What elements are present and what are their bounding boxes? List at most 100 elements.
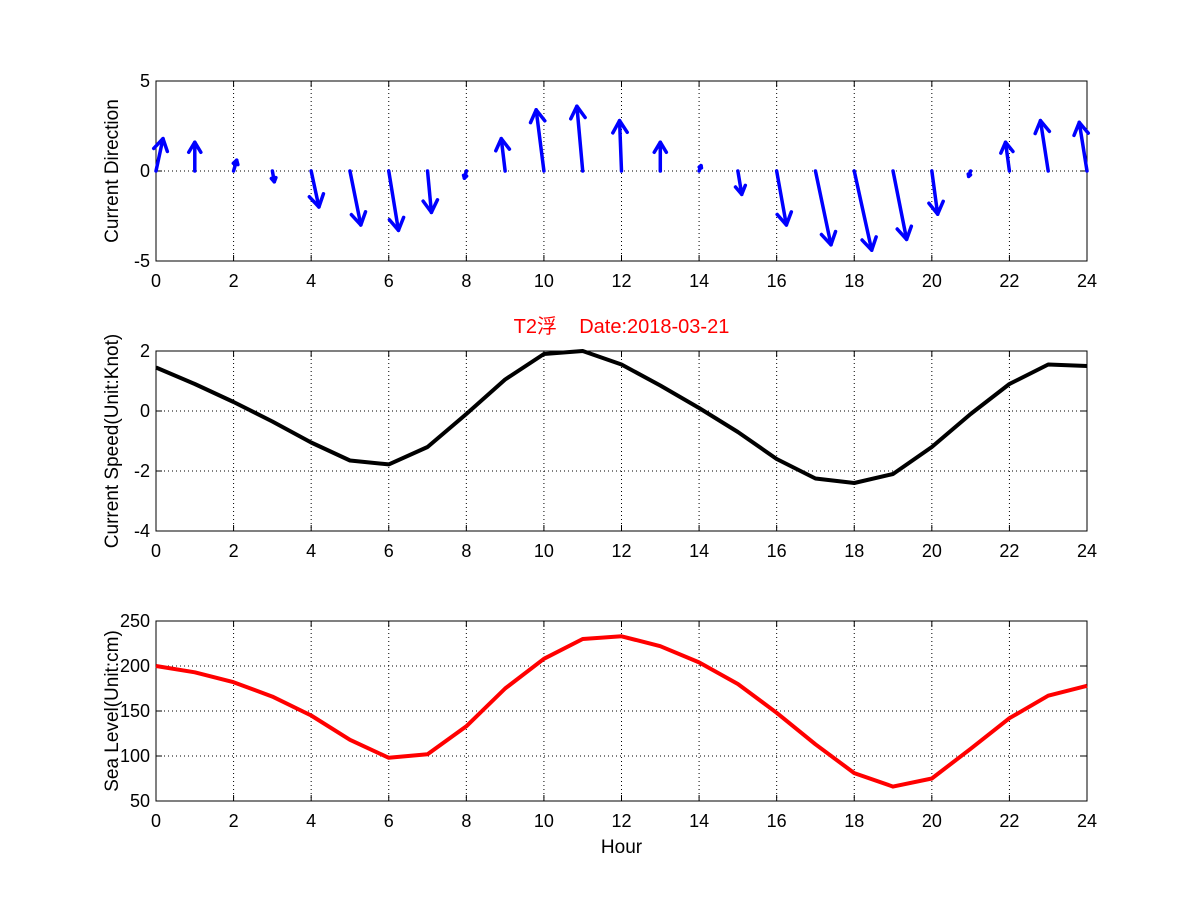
x-tick-label: 10	[534, 271, 554, 291]
y-tick-label: -5	[134, 251, 150, 271]
x-tick-label: 2	[229, 811, 239, 831]
direction-arrow	[1072, 120, 1090, 173]
arrow-shaft	[575, 104, 585, 173]
direction-arrow	[387, 169, 406, 233]
x-tick-label: 22	[999, 271, 1019, 291]
x-tick-label: 10	[534, 541, 554, 561]
x-tick-label: 18	[844, 541, 864, 561]
arrow-shaft	[387, 169, 401, 233]
direction-arrow	[852, 169, 878, 252]
x-tick-label: 6	[384, 541, 394, 561]
y-tick-label: 5	[140, 71, 150, 91]
y-tick-label: 250	[120, 611, 150, 631]
arrow-head	[269, 175, 278, 184]
arrow-head	[775, 210, 794, 227]
arrow-head	[697, 163, 704, 170]
x-tick-label: 22	[999, 811, 1019, 831]
direction-arrow	[1033, 118, 1052, 173]
x-tick-label: 18	[844, 811, 864, 831]
arrow-head	[186, 140, 203, 155]
x-tick-label: 16	[767, 541, 787, 561]
x-tick-label: 8	[461, 811, 471, 831]
y-tick-label: 0	[140, 161, 150, 181]
y-axis-label: Sea Level(Unit:cm)	[102, 630, 123, 792]
arrow-shaft	[774, 169, 789, 227]
arrow-shaft	[1038, 118, 1050, 173]
arrow-head	[733, 183, 748, 197]
arrow-head	[387, 215, 406, 233]
arrow-head	[927, 199, 945, 216]
direction-arrow	[151, 136, 170, 173]
arrow-shaft	[1003, 140, 1012, 173]
direction-arrow	[999, 140, 1015, 173]
y-tick-label: -4	[134, 521, 150, 541]
arrow-shaft	[154, 136, 165, 173]
arrow-shaft	[930, 169, 940, 216]
arrow-head	[421, 198, 440, 215]
x-tick-label: 16	[767, 271, 787, 291]
direction-arrow	[494, 136, 512, 173]
direction-arrow	[348, 169, 368, 227]
y-tick-label: 200	[120, 656, 150, 676]
arrow-shaft	[425, 169, 434, 215]
x-tick-label: 2	[229, 541, 239, 561]
arrow-head	[461, 173, 469, 180]
x-tick-label: 6	[384, 811, 394, 831]
x-tick-label: 18	[844, 271, 864, 291]
arrow-head	[860, 235, 878, 252]
direction-arrow	[891, 169, 914, 242]
direction-arrow	[611, 118, 629, 173]
direction-arrow	[421, 169, 440, 215]
y-tick-label: 150	[120, 701, 150, 721]
x-tick-label: 16	[767, 811, 787, 831]
y-tick-label: -2	[134, 461, 150, 481]
arrow-shaft	[534, 108, 546, 173]
x-tick-label: 8	[461, 271, 471, 291]
chart-title: T2浮 Date:2018-03-21	[514, 315, 730, 338]
x-tick-label: 14	[689, 271, 709, 291]
y-axis-label: Current Direction	[102, 99, 123, 243]
x-tick-label: 20	[922, 271, 942, 291]
arrow-head	[494, 136, 512, 153]
arrow-shaft	[852, 169, 874, 252]
arrow-head	[652, 140, 669, 155]
direction-arrow	[774, 169, 794, 227]
direction-arrow	[307, 169, 326, 209]
x-tick-label: 0	[151, 271, 161, 291]
arrow-shaft	[1077, 120, 1089, 173]
x-tick-label: 4	[306, 811, 316, 831]
x-tick-label: 24	[1077, 271, 1097, 291]
arrow-head	[151, 136, 170, 154]
arrow-shaft	[348, 169, 363, 227]
arrow-head	[1033, 118, 1052, 136]
x-tick-label: 24	[1077, 541, 1097, 561]
x-tick-label: 8	[461, 541, 471, 561]
direction-arrow	[697, 163, 704, 173]
x-tick-label: 20	[922, 541, 942, 561]
direction-arrow	[652, 140, 669, 173]
x-tick-label: 12	[611, 811, 631, 831]
direction-arrow	[966, 169, 973, 179]
y-axis-label: Current Speed(Unit:Knot)	[102, 334, 123, 548]
direction-arrow	[269, 169, 278, 184]
y-tick-label: 2	[140, 341, 150, 361]
y-tick-label: 50	[130, 791, 150, 811]
arrow-head	[349, 210, 368, 227]
plot-area	[155, 620, 1088, 802]
y-tick-label: 0	[140, 401, 150, 421]
arrow-shaft	[499, 136, 507, 173]
direction-arrow	[186, 140, 203, 173]
x-tick-label: 14	[689, 811, 709, 831]
x-tick-label: 24	[1077, 811, 1097, 831]
x-tick-label: 12	[611, 271, 631, 291]
direction-arrow	[461, 169, 469, 180]
x-axis-label: Hour	[601, 837, 643, 858]
x-tick-label: 0	[151, 811, 161, 831]
x-tick-label: 4	[306, 541, 316, 561]
arrow-head	[966, 172, 973, 179]
